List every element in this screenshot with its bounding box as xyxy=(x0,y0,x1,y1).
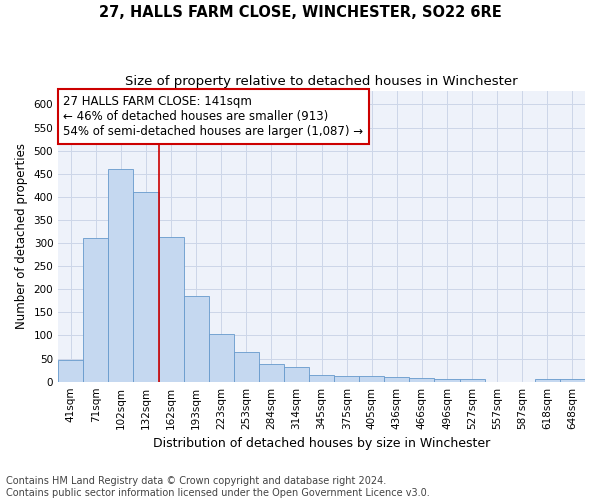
Bar xyxy=(309,375,334,382)
Bar xyxy=(259,364,284,382)
Title: Size of property relative to detached houses in Winchester: Size of property relative to detached ho… xyxy=(125,75,518,88)
Bar xyxy=(434,380,460,382)
Bar xyxy=(359,376,385,382)
Bar xyxy=(409,378,434,382)
Bar xyxy=(158,237,184,382)
Text: Contains HM Land Registry data © Crown copyright and database right 2024.
Contai: Contains HM Land Registry data © Crown c… xyxy=(6,476,430,498)
Bar xyxy=(560,380,585,382)
Bar xyxy=(209,334,234,382)
Bar xyxy=(535,380,560,382)
Bar xyxy=(109,169,133,382)
Bar xyxy=(284,368,309,382)
Text: 27 HALLS FARM CLOSE: 141sqm
← 46% of detached houses are smaller (913)
54% of se: 27 HALLS FARM CLOSE: 141sqm ← 46% of det… xyxy=(64,95,364,138)
Bar xyxy=(184,296,209,382)
Bar xyxy=(133,192,158,382)
Bar xyxy=(83,238,109,382)
Text: 27, HALLS FARM CLOSE, WINCHESTER, SO22 6RE: 27, HALLS FARM CLOSE, WINCHESTER, SO22 6… xyxy=(98,5,502,20)
Bar xyxy=(334,376,359,382)
Bar xyxy=(234,352,259,382)
X-axis label: Distribution of detached houses by size in Winchester: Distribution of detached houses by size … xyxy=(153,437,490,450)
Bar xyxy=(385,377,409,382)
Y-axis label: Number of detached properties: Number of detached properties xyxy=(15,143,28,329)
Bar xyxy=(58,360,83,382)
Bar xyxy=(460,380,485,382)
